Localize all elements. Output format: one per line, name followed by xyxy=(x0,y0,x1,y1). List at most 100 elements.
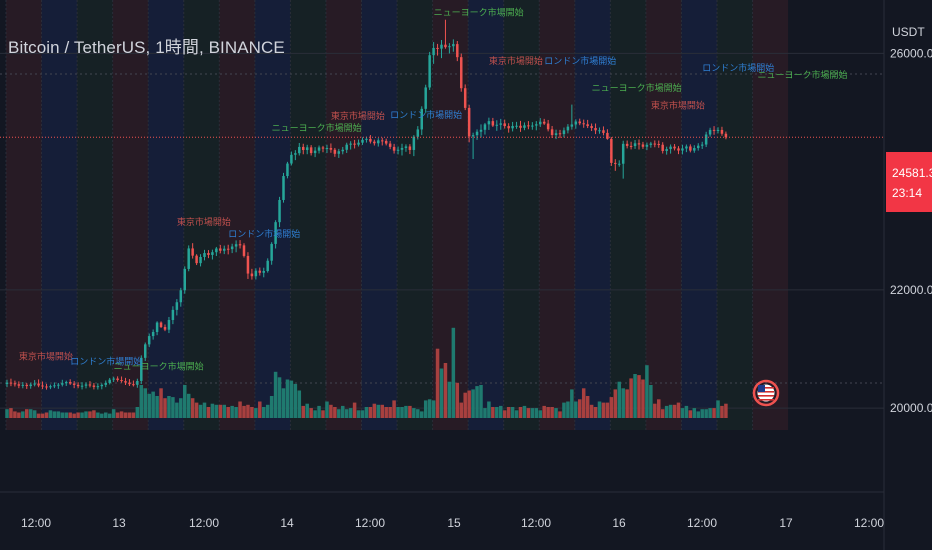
volume-bar xyxy=(412,408,416,418)
session-band xyxy=(397,0,433,430)
candle-body xyxy=(657,143,660,145)
volume-bar xyxy=(708,408,712,418)
candle-body xyxy=(302,146,305,151)
candle-body xyxy=(384,140,388,144)
volume-bar xyxy=(88,411,92,418)
last-price-value: 24581.3 xyxy=(892,166,932,180)
volume-bar xyxy=(127,412,132,418)
volume-bar xyxy=(423,400,428,418)
x-tick-label: 13 xyxy=(112,516,126,530)
volume-bar xyxy=(96,412,100,418)
candle-body xyxy=(37,383,40,386)
volume-bar xyxy=(226,407,230,418)
candle-body xyxy=(108,379,111,383)
candle-body xyxy=(274,222,277,244)
volume-bar xyxy=(720,405,724,418)
volume-bar xyxy=(352,402,357,418)
volume-bar xyxy=(613,389,618,418)
candle-body xyxy=(163,327,167,330)
last-price-badge: 24581.3 23:14 xyxy=(886,152,932,212)
candle-body xyxy=(460,57,463,89)
volume-bar xyxy=(471,389,475,418)
candle-body xyxy=(515,125,518,127)
volume-bar xyxy=(506,407,511,418)
candle-body xyxy=(270,243,273,261)
volume-bar xyxy=(293,383,298,418)
session-bands xyxy=(5,0,789,430)
volume-bar xyxy=(609,397,614,418)
volume-bar xyxy=(585,396,590,418)
session-band xyxy=(539,0,575,430)
volume-bar xyxy=(372,403,377,418)
candle-body xyxy=(720,129,724,134)
volume-bar xyxy=(597,401,602,418)
candle-body xyxy=(562,130,566,135)
session-band xyxy=(77,0,113,430)
candle-body xyxy=(416,129,420,137)
volume-bar xyxy=(344,409,349,418)
candle-body xyxy=(625,143,629,146)
bar-countdown: 23:14 xyxy=(892,186,923,200)
volume-bar xyxy=(712,408,716,418)
volume-bar xyxy=(13,411,17,418)
volume-bar xyxy=(396,407,400,418)
candle-body xyxy=(33,383,36,385)
candle-body xyxy=(92,385,96,387)
us-flag-icon[interactable] xyxy=(752,379,780,407)
session-band xyxy=(717,0,753,430)
volume-bar xyxy=(28,409,33,418)
candle-body xyxy=(677,148,680,151)
volume-bar xyxy=(522,405,527,418)
x-tick-label: 17 xyxy=(779,516,793,530)
volume-bar xyxy=(388,407,392,418)
volume-bar xyxy=(684,405,689,418)
volume-bar xyxy=(265,404,270,418)
candle-body xyxy=(72,383,76,385)
volume-bar xyxy=(25,409,29,418)
volume-bar xyxy=(617,381,621,418)
volume-bar xyxy=(262,407,266,418)
volume-bar xyxy=(605,402,610,418)
volume-bar xyxy=(321,410,325,418)
candle-body xyxy=(207,253,210,255)
volume-bar xyxy=(657,399,661,418)
candle-body xyxy=(448,46,451,48)
volume-bar xyxy=(502,410,507,418)
volume-bar xyxy=(530,408,535,418)
volume-bar xyxy=(724,403,728,418)
volume-bar xyxy=(629,378,633,418)
candle-body xyxy=(21,384,25,386)
candle-body xyxy=(511,126,514,129)
candle-body xyxy=(507,126,510,129)
volume-bar xyxy=(514,410,519,418)
candle-body xyxy=(203,253,206,258)
candle-body xyxy=(633,143,637,147)
candle-body xyxy=(140,357,143,381)
volume-bar xyxy=(589,404,594,418)
volume-bar xyxy=(491,407,495,418)
candle-body xyxy=(381,140,384,142)
volume-bar xyxy=(400,407,404,418)
volume-bar xyxy=(210,403,215,418)
volume-bar xyxy=(167,396,171,418)
candle-body xyxy=(179,290,183,303)
candle-body xyxy=(341,149,344,152)
y-axis: 20000.0 22000.0 26000.0 xyxy=(0,46,932,415)
candle-body xyxy=(574,121,578,125)
session-label: ニューヨーク市場開始 xyxy=(114,361,204,372)
volume-bar xyxy=(206,407,211,418)
session-band xyxy=(752,0,789,430)
candle-body xyxy=(187,248,190,269)
volume-bar xyxy=(76,412,80,418)
session-band xyxy=(503,0,540,430)
candle-body xyxy=(317,147,321,151)
volume-bar xyxy=(341,405,345,418)
x-tick-label: 16 xyxy=(612,516,626,530)
candle-body xyxy=(527,125,530,127)
volume-bar xyxy=(368,407,373,418)
candle-body xyxy=(665,149,668,151)
candle-body xyxy=(238,244,242,246)
candle-body xyxy=(333,149,337,154)
candle-body xyxy=(266,260,269,272)
